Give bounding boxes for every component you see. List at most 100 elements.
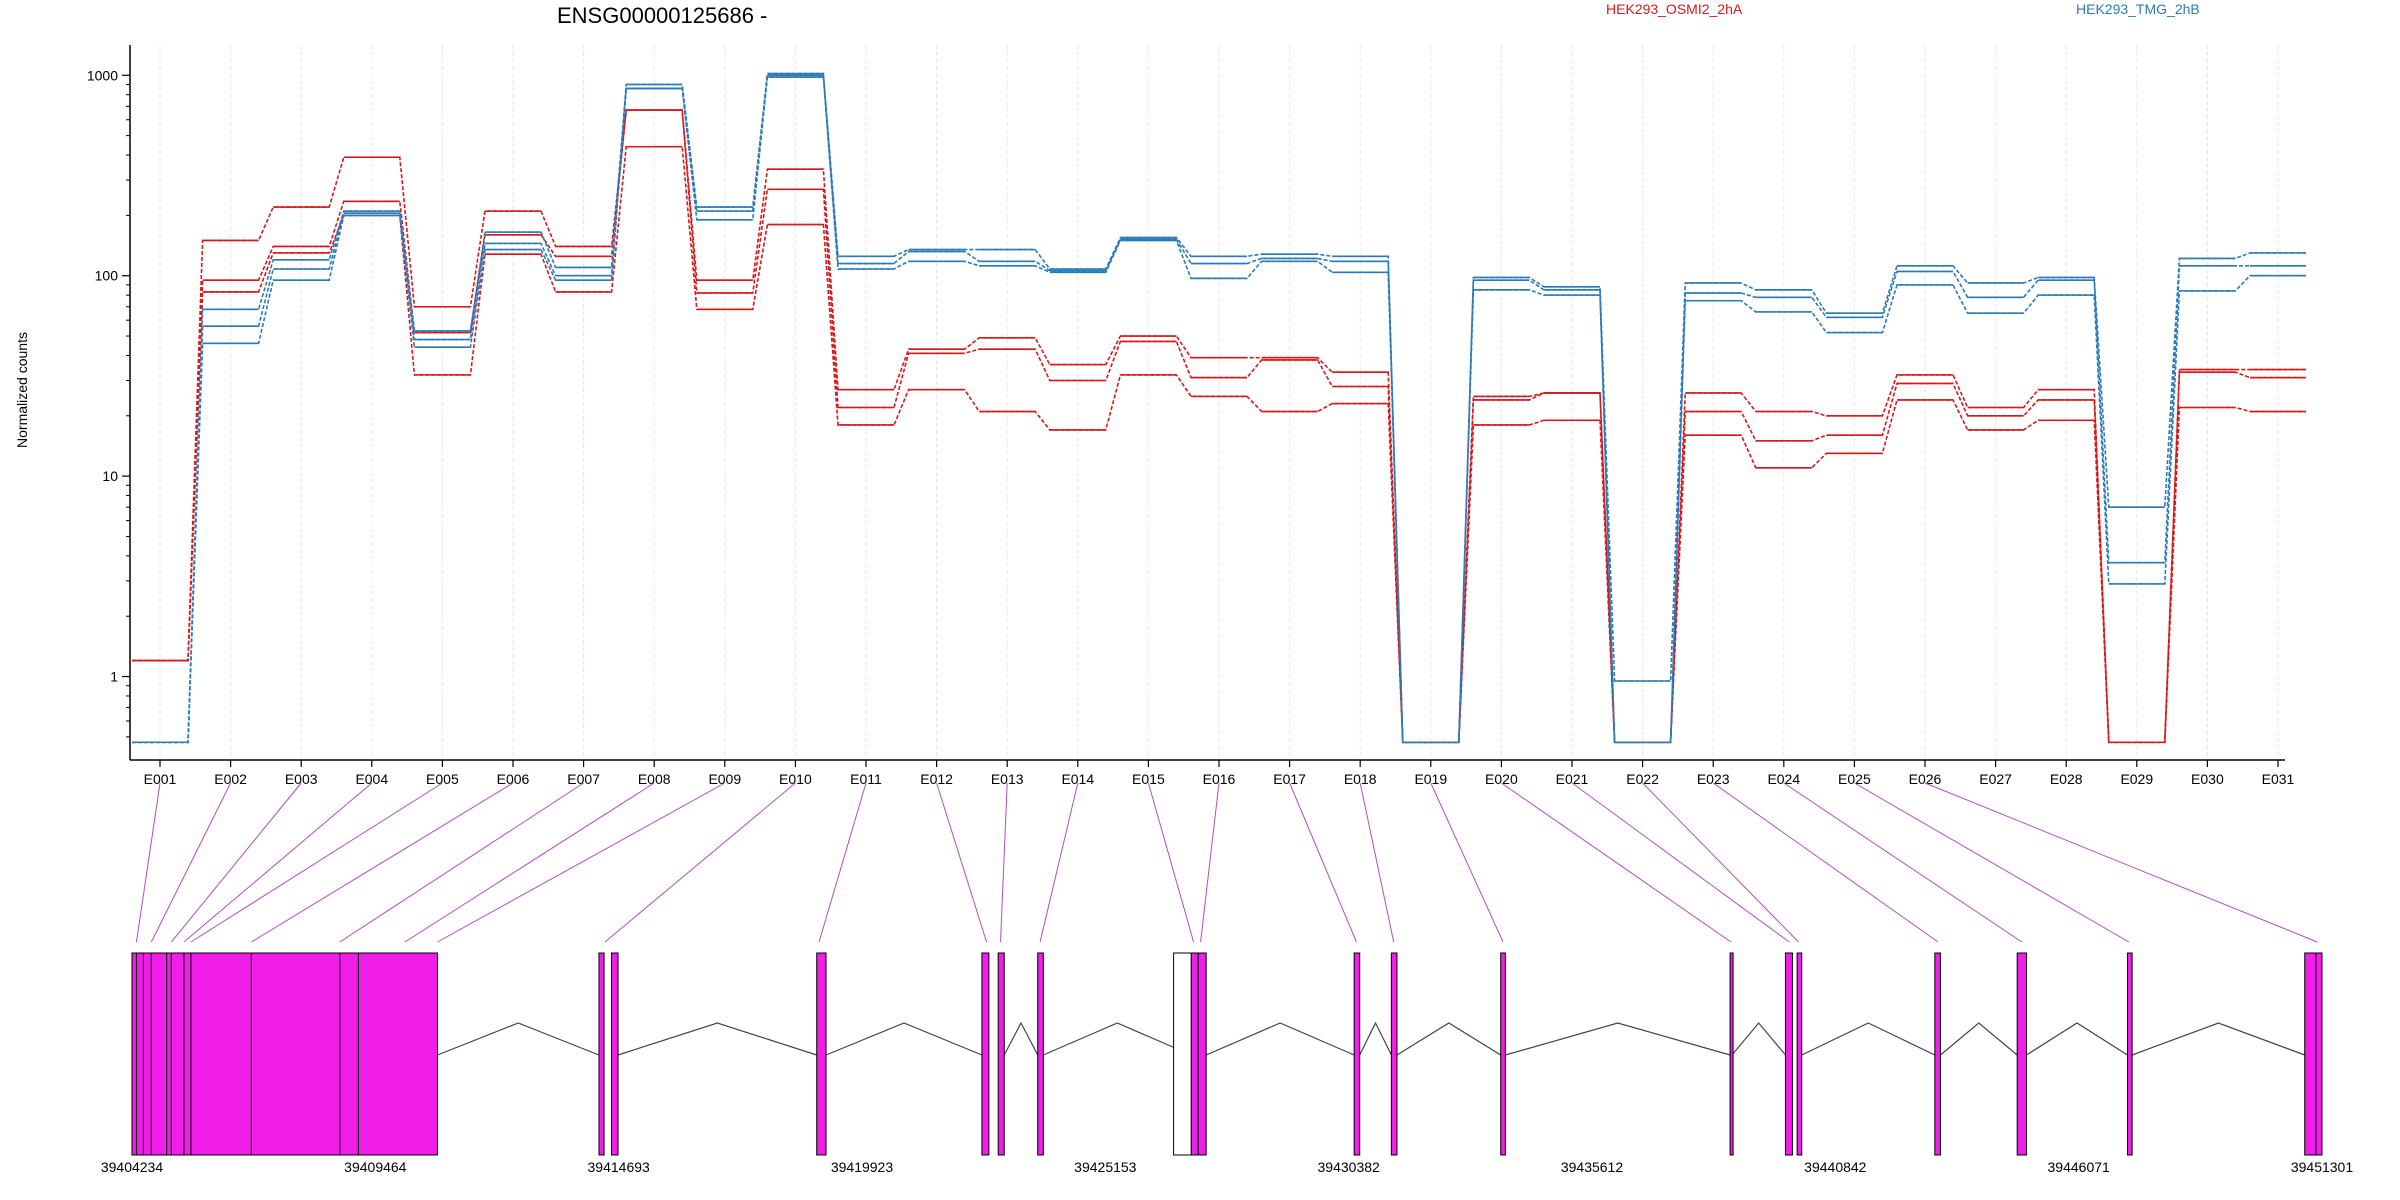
- x-tick-label-e002: E002: [214, 771, 247, 787]
- exon-link-e020: [1501, 782, 1732, 943]
- exon-23: [1729, 952, 1734, 1156]
- legend-entry-osmi2: HEK293_OSMI2_2hA: [1606, 1, 1743, 17]
- exon-8: [190, 952, 252, 1156]
- axes: 1 10 100 1000 E001 E002 E003 E004 E005 E006 E007 E0…: [87, 45, 2295, 787]
- y-axis-label: Normalized counts: [14, 332, 30, 448]
- x-tick-label-e004: E004: [355, 771, 388, 787]
- genome-tick-label-4: 39419923: [831, 1159, 894, 1175]
- genome-tick-label-10: 39451301: [2291, 1159, 2354, 1175]
- intron-3: [825, 1022, 983, 1056]
- exon-link-e002: [150, 782, 232, 943]
- chart-title: ENSG00000125686 -: [557, 3, 767, 28]
- exon-link-e008: [404, 782, 655, 943]
- genome-tick-label-8: 39440842: [1804, 1159, 1867, 1175]
- exon-link-e021: [1571, 782, 1790, 943]
- y-axis-label-group: Normalized counts: [14, 332, 30, 448]
- intron-1: [437, 1022, 600, 1056]
- exon-link-e023: [1712, 782, 1939, 943]
- noncoding-exon-1: [1173, 952, 1192, 1156]
- intron-2: [617, 1022, 817, 1056]
- x-tick-label-e016: E016: [1203, 771, 1236, 787]
- genome-tick-label-5: 39425153: [1074, 1159, 1137, 1175]
- exon-link-e016: [1200, 782, 1220, 943]
- intron-9: [1505, 1022, 1731, 1056]
- x-tick-label-e030: E030: [2191, 771, 2224, 787]
- x-tick-label-e029: E029: [2120, 771, 2153, 787]
- exon-7: [183, 952, 192, 1156]
- x-tick-label-e031: E031: [2262, 771, 2295, 787]
- exon-link-e005: [190, 782, 443, 943]
- genome-tick-label-6: 39430382: [1318, 1159, 1381, 1175]
- exon-26: [1934, 952, 1941, 1156]
- exon-link-e017: [1289, 782, 1357, 943]
- exon-9: [250, 952, 341, 1156]
- exon-10: [339, 952, 359, 1156]
- genome-tick-label-9: 39446071: [2048, 1159, 2111, 1175]
- y-tick-label-10: 10: [102, 468, 118, 484]
- x-tick-label-e013: E013: [991, 771, 1024, 787]
- x-tick-label-e024: E024: [1767, 771, 1800, 787]
- x-tick-label-e023: E023: [1697, 771, 1730, 787]
- exon-18: [1190, 952, 1199, 1156]
- exon-link-e018: [1359, 782, 1395, 943]
- exon-14: [816, 952, 827, 1156]
- exon-link-e019: [1430, 782, 1504, 943]
- exon-12: [598, 952, 605, 1156]
- exon-4: [150, 952, 168, 1156]
- x-tick-label-e001: E001: [144, 771, 177, 787]
- x-tick-label-e008: E008: [638, 771, 671, 787]
- x-tick-label-e026: E026: [1909, 771, 1942, 787]
- exon-link-e011: [818, 782, 867, 943]
- exon-17: [1037, 952, 1044, 1156]
- exon-2: [135, 952, 144, 1156]
- intron-7: [1359, 1021, 1392, 1056]
- exon-link-e004: [183, 782, 373, 943]
- intron-11: [1801, 1022, 1936, 1056]
- exon-link-e010: [604, 782, 796, 943]
- exon-link-e001: [135, 782, 161, 943]
- x-tick-label-e003: E003: [285, 771, 318, 787]
- x-tick-label-e010: E010: [779, 771, 812, 787]
- genome-tick-label-2: 39409464: [344, 1159, 407, 1175]
- x-tick-label-e022: E022: [1626, 771, 1659, 787]
- x-tick-label-e006: E006: [497, 771, 530, 787]
- x-tick-label-e012: E012: [920, 771, 953, 787]
- x-tick-label-e027: E027: [1979, 771, 2012, 787]
- exon-3: [142, 952, 152, 1156]
- exon-link-e014: [1039, 782, 1079, 943]
- exon-28: [2126, 952, 2133, 1156]
- intron-13: [2026, 1022, 2128, 1056]
- exon-1: [131, 952, 137, 1156]
- x-tick-label-e018: E018: [1344, 771, 1377, 787]
- x-tick-label-e021: E021: [1556, 771, 1589, 787]
- gridlines: [159, 45, 2279, 760]
- intron-6: [1205, 1022, 1355, 1056]
- exon-13: [611, 952, 619, 1156]
- legend-entry-tmg: HEK293_TMG_2hB: [2076, 1, 2200, 17]
- exon-27: [2016, 952, 2027, 1156]
- exon-19: [1197, 952, 1207, 1156]
- exon-24: [1784, 952, 1793, 1156]
- series-lines: [132, 72, 2306, 744]
- exon-link-e022: [1642, 782, 1799, 943]
- x-tick-label-e009: E009: [708, 771, 741, 787]
- exon-link-e003: [170, 782, 302, 943]
- x-tick-label-e025: E025: [1838, 771, 1871, 787]
- exon-21: [1390, 952, 1398, 1156]
- exon-link-e013: [1000, 782, 1008, 943]
- x-tick-label-e017: E017: [1273, 771, 1306, 787]
- exon-15: [981, 952, 990, 1156]
- x-tick-label-e011: E011: [850, 771, 882, 787]
- y-tick-label-1: 1: [110, 669, 118, 685]
- exon-22: [1500, 952, 1506, 1156]
- exon-link-e012: [936, 782, 988, 943]
- exon-link-e024: [1783, 782, 2023, 943]
- intron-8: [1396, 1022, 1502, 1056]
- exon-5: [166, 952, 172, 1156]
- x-tick-label-e015: E015: [1132, 771, 1165, 787]
- exon-link-e026: [1924, 782, 2318, 943]
- exon-link-e015: [1147, 782, 1195, 943]
- x-tick-label-e007: E007: [567, 771, 600, 787]
- genome-tick-label-7: 39435612: [1561, 1159, 1624, 1175]
